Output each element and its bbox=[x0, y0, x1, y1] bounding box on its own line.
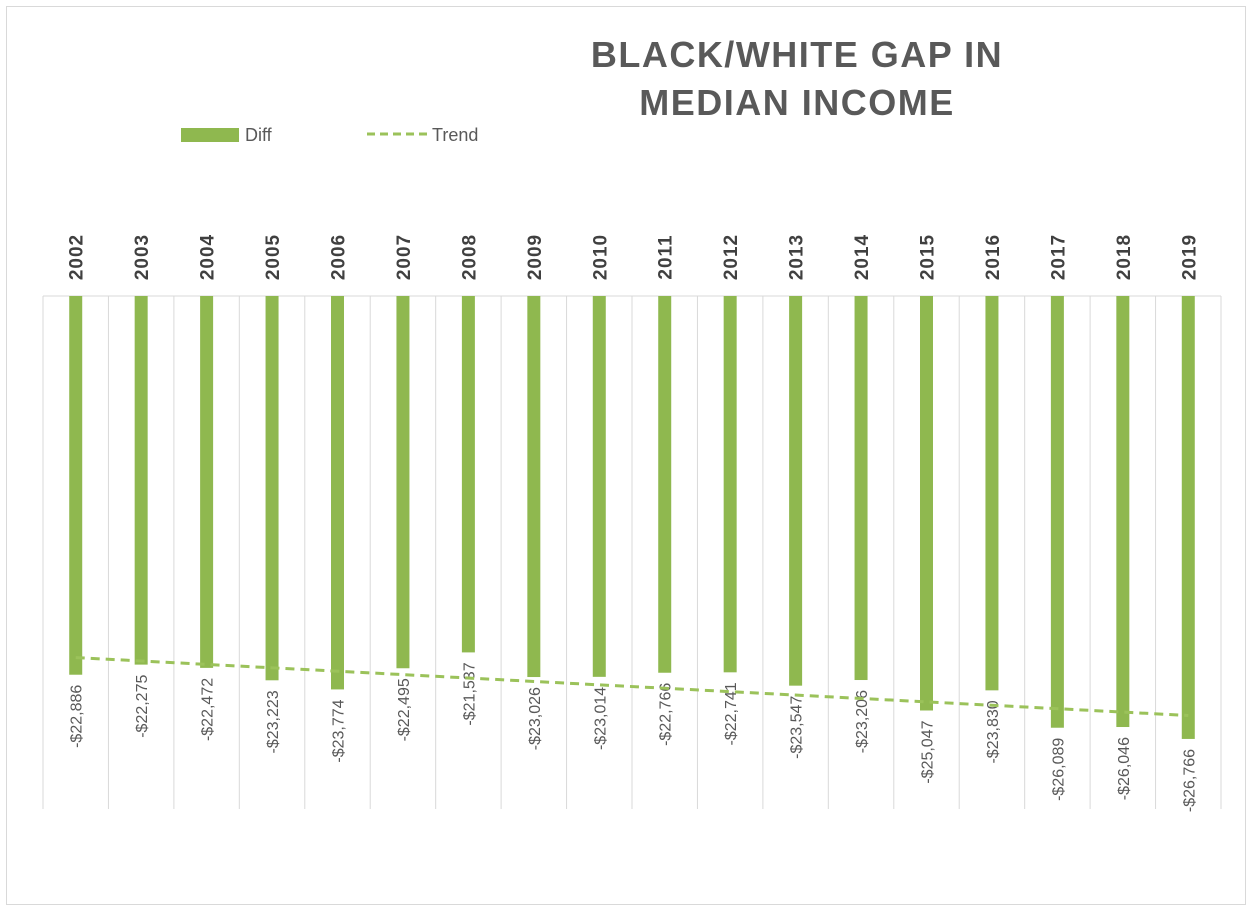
bar-2003 bbox=[134, 296, 148, 665]
bar-2008 bbox=[461, 296, 475, 653]
bar-2009 bbox=[527, 296, 541, 678]
bar-2004 bbox=[200, 296, 214, 668]
tick-label-2003: 2003 bbox=[132, 234, 153, 280]
tick-label-2010: 2010 bbox=[590, 234, 611, 280]
tick-label-2017: 2017 bbox=[1048, 234, 1069, 280]
bar-2007 bbox=[396, 296, 410, 669]
data-label-2009: -$23,026 bbox=[527, 687, 544, 750]
legend: Diff Trend bbox=[181, 125, 478, 145]
data-label-2014: -$23,206 bbox=[854, 690, 871, 753]
tick-label-2014: 2014 bbox=[852, 234, 873, 280]
bar-2011 bbox=[658, 296, 672, 673]
data-label-2018: -$26,046 bbox=[1116, 737, 1133, 800]
chart-svg: BLACK/WHITE GAP IN MEDIAN INCOME Diff Tr… bbox=[42, 34, 1222, 812]
data-label-2008: -$21,537 bbox=[461, 662, 478, 725]
data-label-2013: -$23,547 bbox=[789, 696, 806, 759]
bar-2014 bbox=[854, 296, 868, 681]
legend-diff-swatch bbox=[181, 128, 239, 142]
bar-2013 bbox=[789, 296, 803, 686]
tick-label-2007: 2007 bbox=[394, 234, 415, 280]
trend-line bbox=[75, 656, 1189, 717]
data-label-2012: -$22,741 bbox=[723, 682, 740, 745]
data-label-2006: -$23,774 bbox=[331, 699, 348, 762]
tick-label-2002: 2002 bbox=[67, 234, 88, 280]
plot-area: 2002 -$22,886 2003 -$22,275 2004 -$22,472 2005… bbox=[42, 234, 1222, 812]
bar-2018 bbox=[1116, 296, 1130, 728]
bar-2012 bbox=[723, 296, 737, 673]
bar-2010 bbox=[592, 296, 606, 677]
data-label-2019: -$26,766 bbox=[1181, 749, 1198, 812]
tick-label-2011: 2011 bbox=[656, 234, 677, 279]
legend-trend-label: Trend bbox=[432, 125, 478, 145]
chart-title-line-2: MEDIAN INCOME bbox=[639, 82, 955, 123]
chart-frame: BLACK/WHITE GAP IN MEDIAN INCOME Diff Tr… bbox=[6, 6, 1246, 905]
tick-label-2008: 2008 bbox=[459, 234, 480, 280]
bar-2017 bbox=[1050, 296, 1064, 728]
data-label-2011: -$22,766 bbox=[658, 683, 675, 746]
data-label-2017: -$26,089 bbox=[1050, 738, 1067, 801]
tick-label-2005: 2005 bbox=[263, 234, 284, 280]
bar-2019 bbox=[1181, 296, 1195, 739]
tick-label-2019: 2019 bbox=[1179, 234, 1200, 280]
data-label-2007: -$22,495 bbox=[396, 678, 413, 741]
data-label-2002: -$22,886 bbox=[69, 685, 86, 748]
tick-label-2013: 2013 bbox=[787, 234, 808, 280]
tick-label-2009: 2009 bbox=[525, 234, 546, 280]
tick-label-2015: 2015 bbox=[918, 234, 939, 280]
bar-2016 bbox=[985, 296, 999, 691]
data-label-2015: -$25,047 bbox=[920, 720, 937, 783]
tick-label-2012: 2012 bbox=[721, 234, 742, 280]
bar-2005 bbox=[265, 296, 279, 681]
data-label-2016: -$23,830 bbox=[985, 700, 1002, 763]
tick-label-2004: 2004 bbox=[198, 234, 219, 280]
chart-title-line-1: BLACK/WHITE GAP IN bbox=[591, 34, 1003, 75]
data-label-2004: -$22,472 bbox=[200, 678, 217, 741]
data-label-2005: -$23,223 bbox=[265, 690, 282, 753]
bar-2015 bbox=[920, 296, 933, 711]
tick-label-2016: 2016 bbox=[983, 234, 1004, 280]
legend-diff-label: Diff bbox=[245, 125, 273, 145]
bar-2006 bbox=[331, 296, 344, 690]
tick-label-2018: 2018 bbox=[1114, 234, 1135, 280]
data-label-2010: -$23,014 bbox=[592, 687, 609, 750]
tick-label-2006: 2006 bbox=[329, 234, 350, 280]
bar-2002 bbox=[69, 296, 83, 675]
data-label-2003: -$22,275 bbox=[134, 675, 151, 738]
